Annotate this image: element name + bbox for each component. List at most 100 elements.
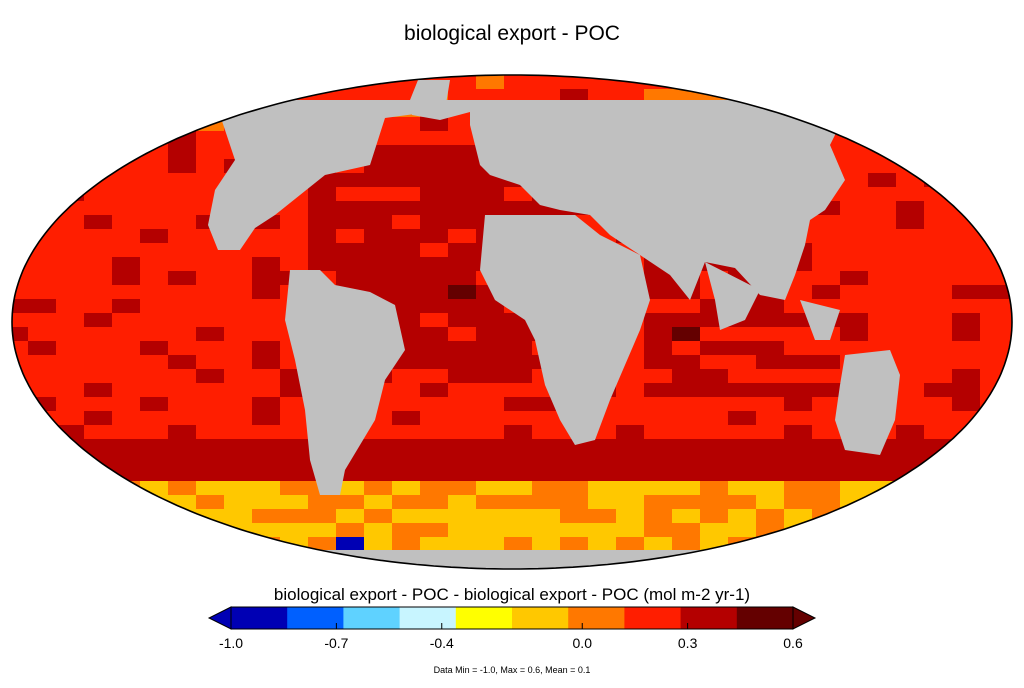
ocean-cell <box>168 313 197 328</box>
ocean-cell <box>56 75 85 90</box>
ocean-cell <box>252 243 281 258</box>
ocean-cell <box>392 243 421 258</box>
ocean-cell <box>84 187 113 202</box>
ocean-cell <box>924 537 953 552</box>
ocean-cell <box>308 257 337 272</box>
ocean-cell <box>112 103 141 118</box>
ocean-cell <box>812 481 841 496</box>
ocean-cell <box>168 229 197 244</box>
ocean-cell <box>868 187 897 202</box>
ocean-cell <box>840 159 869 174</box>
ocean-cell <box>672 481 701 496</box>
ocean-cell <box>812 243 841 258</box>
ocean-cell <box>952 243 981 258</box>
ocean-cell <box>56 131 85 146</box>
ocean-cell <box>28 313 57 328</box>
ocean-cell <box>140 257 169 272</box>
ocean-cell <box>112 397 141 412</box>
ocean-cell <box>364 509 393 524</box>
ocean-cell <box>84 145 113 160</box>
land-mask <box>12 80 1012 569</box>
ocean-cell <box>896 201 925 216</box>
ocean-cell <box>252 453 281 468</box>
ocean-cell <box>12 187 29 202</box>
ocean-cell <box>392 369 421 384</box>
ocean-cell <box>840 299 869 314</box>
ocean-cell <box>12 453 29 468</box>
ocean-cell <box>812 103 841 118</box>
ocean-cell <box>616 481 645 496</box>
ocean-cell <box>168 159 197 174</box>
ocean-cell <box>840 271 869 286</box>
ocean-cell <box>532 523 561 538</box>
ocean-cell <box>980 89 1009 104</box>
ocean-cell <box>84 355 113 370</box>
ocean-cell <box>896 453 925 468</box>
ocean-cell <box>12 439 29 454</box>
ocean-cell <box>224 453 253 468</box>
ocean-cell <box>364 425 393 440</box>
ocean-cell <box>588 75 617 90</box>
ocean-cell <box>812 439 841 454</box>
ocean-cell <box>924 397 953 412</box>
ocean-cell <box>420 257 449 272</box>
ocean-cell <box>28 75 57 90</box>
ocean-cell <box>112 425 141 440</box>
ocean-cell <box>420 537 449 552</box>
ocean-cell <box>12 327 29 342</box>
ocean-cell <box>476 187 505 202</box>
ocean-cell <box>812 537 841 552</box>
ocean-cell <box>840 243 869 258</box>
ocean-cell <box>700 425 729 440</box>
ocean-cell <box>840 103 869 118</box>
colorbar-under-arrow <box>207 606 232 630</box>
ocean-cell <box>140 75 169 90</box>
ocean-cell <box>448 257 477 272</box>
ocean-cell <box>980 215 1009 230</box>
ocean-cell <box>812 89 841 104</box>
ocean-cell <box>12 215 29 230</box>
ocean-cell <box>644 341 673 356</box>
ocean-cell <box>560 537 589 552</box>
ocean-cell <box>12 159 29 174</box>
ocean-cell <box>448 89 477 104</box>
ocean-cell <box>868 509 897 524</box>
ocean-cell <box>616 439 645 454</box>
ocean-cell <box>84 369 113 384</box>
ocean-cell <box>448 355 477 370</box>
ocean-cell <box>420 187 449 202</box>
ocean-cell <box>728 551 757 566</box>
ocean-cell <box>1008 425 1012 440</box>
ocean-cell <box>1008 327 1012 342</box>
ocean-cell <box>924 145 953 160</box>
ocean-cell <box>756 89 785 104</box>
ocean-cell <box>196 299 225 314</box>
ocean-cell <box>924 425 953 440</box>
ocean-cell <box>616 467 645 482</box>
ocean-cell <box>840 201 869 216</box>
ocean-cell <box>812 551 841 566</box>
ocean-cell <box>420 509 449 524</box>
ocean-cell <box>28 523 57 538</box>
ocean-cell <box>448 523 477 538</box>
ocean-cell <box>336 173 365 188</box>
ocean-cell <box>952 481 981 496</box>
ocean-cell <box>280 439 309 454</box>
ocean-cell <box>672 327 701 342</box>
ocean-cell <box>392 229 421 244</box>
ocean-cell <box>784 565 813 569</box>
ocean-cell <box>28 481 57 496</box>
ocean-cell <box>56 243 85 258</box>
ocean-cell <box>196 425 225 440</box>
ocean-cell <box>644 523 673 538</box>
ocean-cell <box>644 509 673 524</box>
ocean-cell <box>420 453 449 468</box>
ocean-cell <box>700 551 729 566</box>
ocean-cell <box>952 509 981 524</box>
ocean-cell <box>728 341 757 356</box>
ocean-cell <box>448 425 477 440</box>
ocean-cell <box>448 467 477 482</box>
ocean-cell <box>700 467 729 482</box>
ocean-cell <box>12 551 29 566</box>
ocean-cell <box>896 467 925 482</box>
